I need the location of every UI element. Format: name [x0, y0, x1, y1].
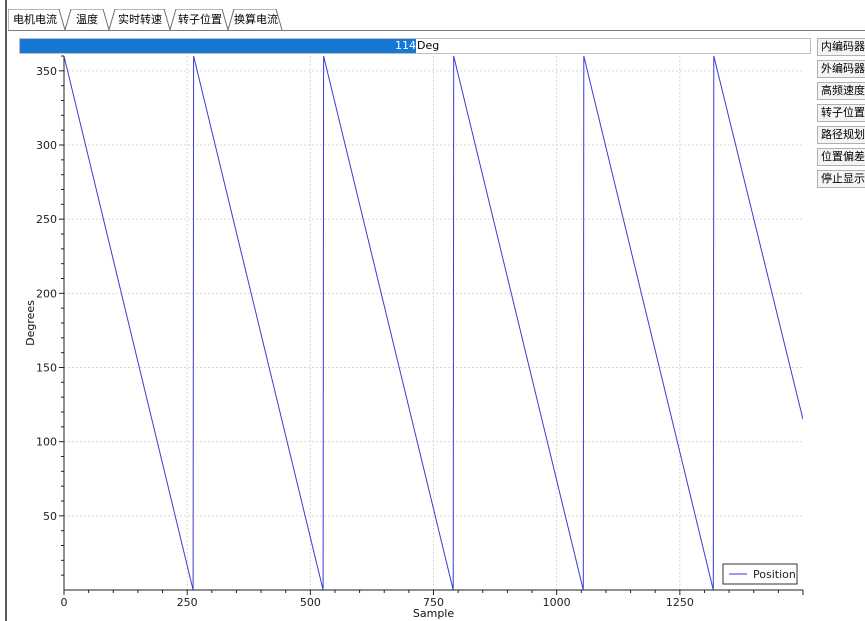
- y-axis-title: Degrees: [24, 300, 37, 346]
- tab-baseline: [8, 30, 865, 31]
- x-tick-label: 750: [423, 596, 444, 609]
- tab-bar: 电机电流 温度 实时转速 转子位置 换算电流: [8, 9, 865, 31]
- tab-rotor-position[interactable]: 转子位置: [174, 9, 226, 30]
- series-line-position: [64, 55, 803, 590]
- progress-value: 114: [395, 39, 416, 52]
- button-label: 外编码器: [821, 62, 865, 75]
- position-progress-bar: 114 Deg: [19, 38, 811, 54]
- progress-unit-wrap: Deg: [417, 39, 477, 53]
- button-label: 转子位置: [821, 106, 865, 119]
- y-tick-label: 150: [36, 362, 57, 375]
- tab-label: 温度: [76, 13, 98, 26]
- y-tick-label: 100: [36, 436, 57, 449]
- tab-motor-current[interactable]: 电机电流: [10, 9, 60, 30]
- x-axis-title: Sample: [413, 607, 454, 620]
- position-deviation-button[interactable]: 位置偏差: [817, 148, 865, 166]
- tab-shapes: [8, 9, 283, 31]
- tab-realtime-speed[interactable]: 实时转速: [113, 9, 167, 30]
- hf-speed-button[interactable]: 高频速度: [817, 82, 865, 100]
- x-tick-label: 1250: [666, 596, 694, 609]
- progress-value-wrap: 114: [20, 39, 416, 53]
- legend-label: Position: [753, 568, 796, 581]
- y-tick-label: 50: [43, 510, 57, 523]
- path-planning-button[interactable]: 路径规划: [817, 126, 865, 144]
- y-tick-label: 300: [36, 139, 57, 152]
- button-label: 高频速度: [821, 84, 865, 97]
- legend-box: [722, 563, 798, 585]
- y-tick-label: 250: [36, 213, 57, 226]
- window-left-edge: [0, 0, 7, 621]
- x-tick-label: 500: [300, 596, 321, 609]
- progress-unit: Deg: [417, 39, 440, 52]
- button-label: 位置偏差: [821, 150, 865, 163]
- tab-label: 实时转速: [118, 13, 162, 26]
- tab-converted-current[interactable]: 换算电流: [231, 9, 281, 30]
- outer-encoder-button[interactable]: 外编码器: [817, 60, 865, 78]
- progress-fill: [20, 39, 416, 53]
- x-tick-label: 1000: [543, 596, 571, 609]
- button-label: 路径规划: [821, 128, 865, 141]
- y-tick-label: 350: [36, 65, 57, 78]
- x-tick-label: 0: [61, 596, 68, 609]
- inner-encoder-button[interactable]: 内编码器: [817, 38, 865, 56]
- button-label: 停止显示: [821, 172, 865, 185]
- tab-label: 电机电流: [13, 13, 57, 26]
- y-tick-label: 200: [36, 287, 57, 300]
- tab-temperature[interactable]: 温度: [68, 9, 106, 30]
- tab-label: 转子位置: [178, 13, 222, 26]
- tab-label: 换算电流: [234, 13, 278, 26]
- stop-display-button[interactable]: 停止显示: [817, 170, 865, 188]
- x-tick-label: 250: [177, 596, 198, 609]
- rotor-position-button[interactable]: 转子位置: [817, 104, 865, 122]
- button-label: 内编码器: [821, 40, 865, 53]
